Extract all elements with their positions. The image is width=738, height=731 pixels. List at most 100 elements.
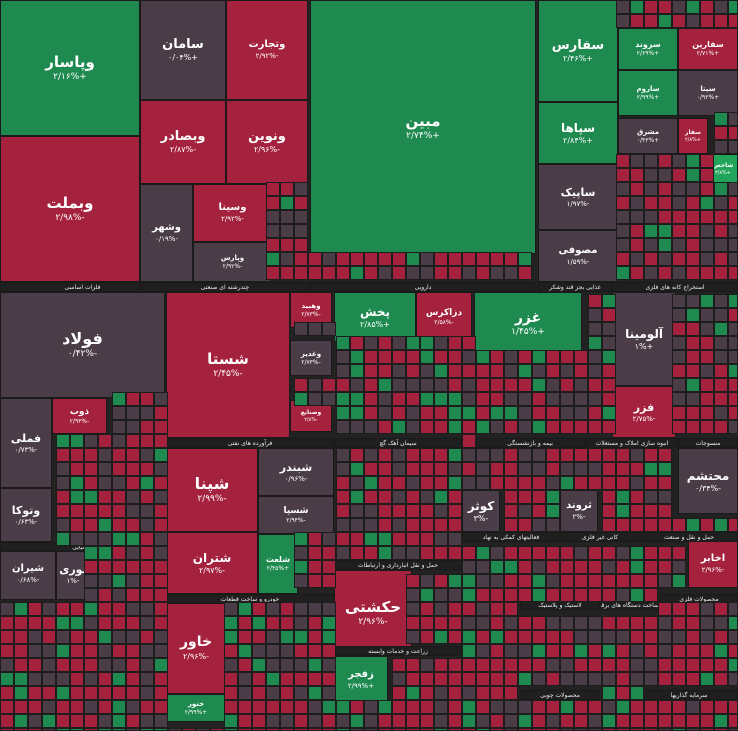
small-tile[interactable]: [322, 616, 336, 630]
small-tile[interactable]: [616, 168, 630, 182]
small-tile[interactable]: [406, 532, 420, 546]
small-tile[interactable]: [630, 0, 644, 14]
small-tile[interactable]: [504, 350, 518, 364]
small-tile[interactable]: [532, 448, 546, 462]
small-tile[interactable]: [672, 294, 686, 308]
treemap-tile[interactable]: شسپا -۲/۹۴%: [258, 496, 334, 534]
small-tile[interactable]: [574, 560, 588, 574]
small-tile[interactable]: [686, 630, 700, 644]
small-tile[interactable]: [280, 224, 294, 238]
small-tile[interactable]: [84, 588, 98, 602]
small-tile[interactable]: [616, 560, 630, 574]
small-tile[interactable]: [602, 630, 616, 644]
small-tile[interactable]: [560, 560, 574, 574]
small-tile[interactable]: [336, 504, 350, 518]
small-tile[interactable]: [406, 714, 420, 728]
small-tile[interactable]: [378, 406, 392, 420]
small-tile[interactable]: [462, 420, 476, 434]
small-tile[interactable]: [574, 588, 588, 602]
small-tile[interactable]: [70, 518, 84, 532]
small-tile[interactable]: [252, 616, 266, 630]
small-tile[interactable]: [98, 630, 112, 644]
small-tile[interactable]: [420, 336, 434, 350]
small-tile[interactable]: [672, 378, 686, 392]
small-tile[interactable]: [644, 574, 658, 588]
small-tile[interactable]: [462, 616, 476, 630]
small-tile[interactable]: [504, 714, 518, 728]
small-tile[interactable]: [70, 644, 84, 658]
small-tile[interactable]: [406, 266, 420, 280]
treemap-tile[interactable]: زفجر +۲/۹۹%: [334, 656, 388, 704]
small-tile[interactable]: [294, 672, 308, 686]
small-tile[interactable]: [154, 462, 168, 476]
small-tile[interactable]: [126, 686, 140, 700]
small-tile[interactable]: [448, 420, 462, 434]
small-tile[interactable]: [602, 644, 616, 658]
small-tile[interactable]: [546, 504, 560, 518]
small-tile[interactable]: [308, 252, 322, 266]
small-tile[interactable]: [728, 196, 738, 210]
small-tile[interactable]: [154, 630, 168, 644]
small-tile[interactable]: [518, 476, 532, 490]
small-tile[interactable]: [560, 672, 574, 686]
small-tile[interactable]: [126, 546, 140, 560]
small-tile[interactable]: [560, 476, 574, 490]
small-tile[interactable]: [700, 364, 714, 378]
small-tile[interactable]: [672, 210, 686, 224]
small-tile[interactable]: [392, 266, 406, 280]
small-tile[interactable]: [672, 364, 686, 378]
small-tile[interactable]: [322, 672, 336, 686]
small-tile[interactable]: [504, 700, 518, 714]
small-tile[interactable]: [294, 392, 308, 406]
small-tile[interactable]: [630, 252, 644, 266]
small-tile[interactable]: [588, 476, 602, 490]
small-tile[interactable]: [700, 210, 714, 224]
small-tile[interactable]: [336, 336, 350, 350]
small-tile[interactable]: [686, 364, 700, 378]
small-tile[interactable]: [406, 378, 420, 392]
small-tile[interactable]: [504, 658, 518, 672]
small-tile[interactable]: [644, 700, 658, 714]
small-tile[interactable]: [588, 616, 602, 630]
small-tile[interactable]: [14, 644, 28, 658]
small-tile[interactable]: [336, 476, 350, 490]
small-tile[interactable]: [630, 266, 644, 280]
small-tile[interactable]: [672, 0, 686, 14]
small-tile[interactable]: [140, 616, 154, 630]
treemap-tile[interactable]: سیتا +۰/۹۲%: [678, 70, 738, 116]
small-tile[interactable]: [154, 588, 168, 602]
small-tile[interactable]: [616, 224, 630, 238]
small-tile[interactable]: [476, 630, 490, 644]
small-tile[interactable]: [294, 700, 308, 714]
small-tile[interactable]: [378, 518, 392, 532]
treemap-tile[interactable]: اخابر -۲/۹۶%: [688, 540, 738, 588]
small-tile[interactable]: [406, 658, 420, 672]
small-tile[interactable]: [462, 560, 476, 574]
small-tile[interactable]: [70, 490, 84, 504]
small-tile[interactable]: [350, 532, 364, 546]
small-tile[interactable]: [476, 252, 490, 266]
small-tile[interactable]: [252, 700, 266, 714]
small-tile[interactable]: [700, 336, 714, 350]
small-tile[interactable]: [616, 196, 630, 210]
small-tile[interactable]: [532, 630, 546, 644]
small-tile[interactable]: [252, 672, 266, 686]
small-tile[interactable]: [602, 392, 616, 406]
small-tile[interactable]: [630, 168, 644, 182]
small-tile[interactable]: [630, 588, 644, 602]
treemap-tile[interactable]: سفارین +۲/۷۱%: [678, 28, 738, 70]
small-tile[interactable]: [140, 448, 154, 462]
small-tile[interactable]: [532, 392, 546, 406]
small-tile[interactable]: [560, 630, 574, 644]
small-tile[interactable]: [112, 686, 126, 700]
small-tile[interactable]: [686, 294, 700, 308]
small-tile[interactable]: [448, 518, 462, 532]
small-tile[interactable]: [518, 644, 532, 658]
treemap-tile[interactable]: آلومینا +۱%: [612, 292, 676, 386]
small-tile[interactable]: [616, 714, 630, 728]
small-tile[interactable]: [280, 672, 294, 686]
small-tile[interactable]: [714, 224, 728, 238]
small-tile[interactable]: [504, 602, 518, 616]
small-tile[interactable]: [112, 490, 126, 504]
small-tile[interactable]: [392, 350, 406, 364]
